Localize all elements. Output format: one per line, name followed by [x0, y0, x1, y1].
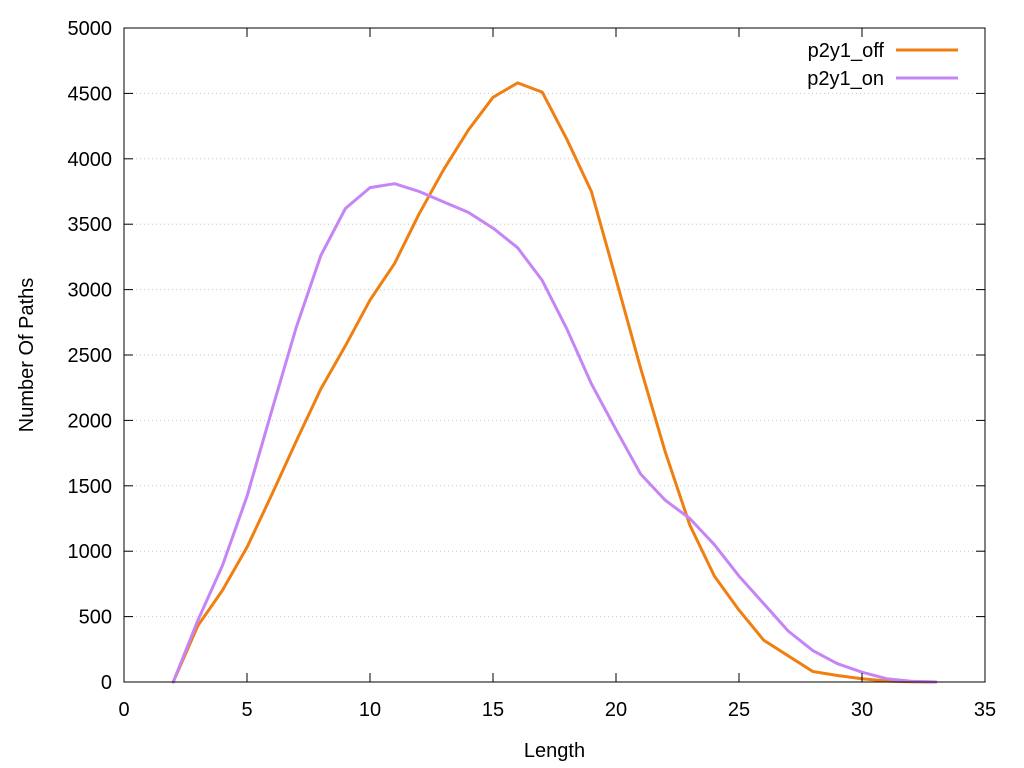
legend: p2y1_off p2y1_on [807, 40, 958, 90]
x-axis-title: Length [524, 740, 585, 762]
legend-label: p2y1_on [807, 68, 884, 90]
y-tick-label: 500 [79, 607, 112, 629]
x-tick-label: 5 [241, 699, 252, 721]
series-line-p2y1_off [171, 81, 938, 684]
y-tick-label: 4500 [68, 83, 113, 105]
series-layer [171, 81, 938, 684]
x-tick-label: 25 [728, 699, 750, 721]
y-tick-label: 2500 [68, 345, 113, 367]
y-tick-label: 1500 [68, 476, 113, 498]
x-tick-label: 20 [605, 699, 627, 721]
y-tick-label: 1000 [68, 541, 113, 563]
x-tick-label: 15 [482, 699, 504, 721]
y-axis-title: Number Of Paths [16, 278, 38, 433]
x-tick-label: 10 [359, 699, 381, 721]
y-tick-label: 3000 [68, 280, 113, 302]
x-tick-label: 30 [851, 699, 873, 721]
y-tick-label: 2000 [68, 410, 113, 432]
y-tick-label: 5000 [68, 18, 113, 40]
y-tick-label: 4000 [68, 149, 113, 171]
legend-label: p2y1_off [808, 40, 885, 62]
x-tick-label: 0 [118, 699, 129, 721]
axis-ticks [123, 27, 986, 683]
y-tick-label: 3500 [68, 214, 113, 236]
series-line-p2y1_on [171, 182, 938, 684]
y-tick-label: 0 [101, 672, 112, 694]
x-tick-label: 35 [974, 699, 996, 721]
tick-labels: 0 500 1000 1500 2000 2500 3000 3500 4000 4500 5000… [68, 18, 997, 721]
